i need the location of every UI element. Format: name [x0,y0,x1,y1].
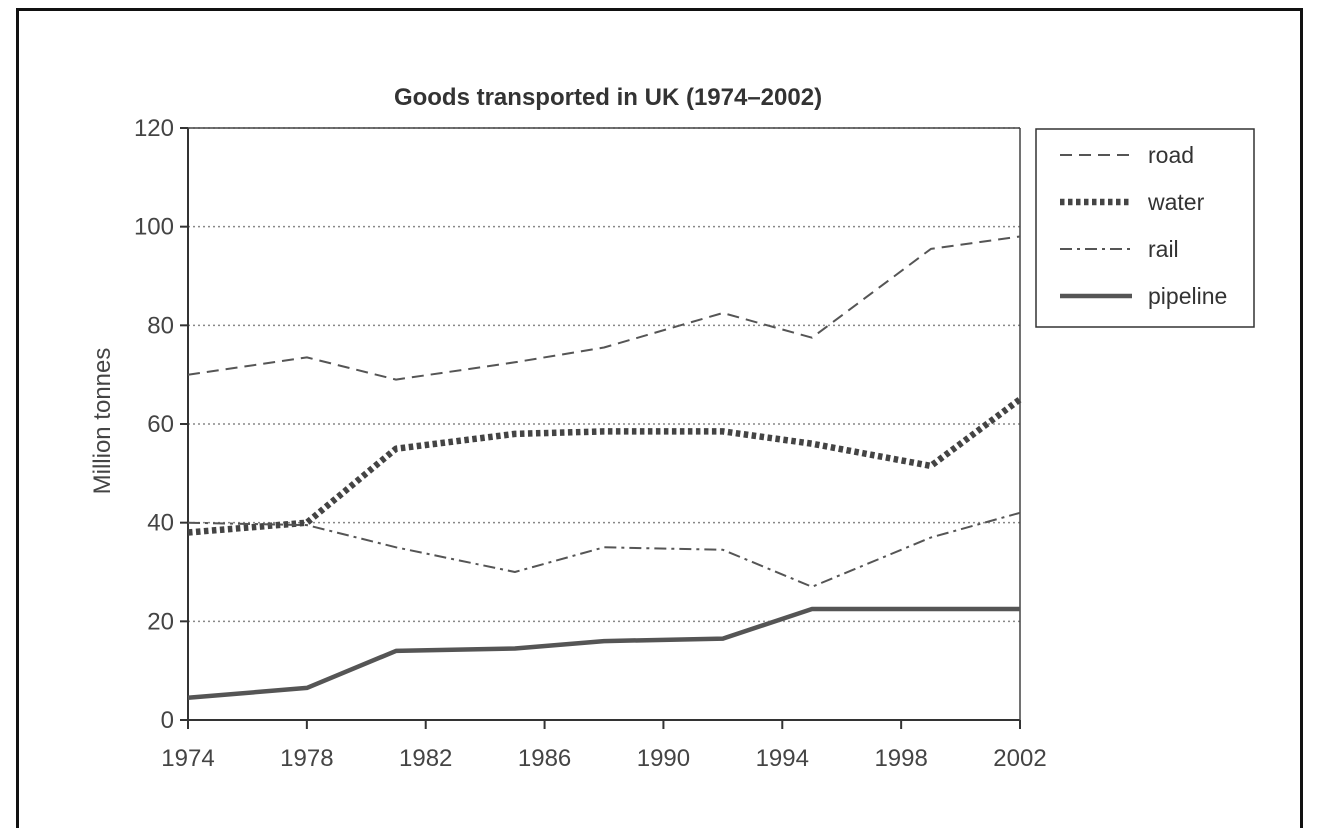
legend-label-pipeline: pipeline [1148,283,1227,309]
series-line-road [188,237,1020,380]
x-tick-label: 1998 [874,745,927,772]
x-tick-label: 1986 [518,745,571,772]
y-tick-label: 80 [147,312,174,339]
series-line-rail [188,513,1020,587]
series-line-pipeline [188,609,1020,698]
x-tick-label: 1990 [637,745,690,772]
legend-label-rail: rail [1148,236,1179,262]
x-tick-label: 1994 [756,745,809,772]
legend-label-road: road [1148,142,1194,168]
y-tick-label: 100 [134,214,174,241]
x-tick-label: 2002 [993,745,1046,772]
chart-title: Goods transported in UK (1974–2002) [394,84,822,111]
legend-label-water: water [1147,189,1205,215]
y-tick-label: 60 [147,411,174,438]
x-tick-label: 1974 [161,745,214,772]
y-tick-label: 120 [134,115,174,142]
x-tick-label: 1982 [399,745,452,772]
x-tick-label: 1978 [280,745,333,772]
y-axis-label: Million tonnes [89,348,116,495]
y-tick-label: 0 [161,707,174,734]
y-tick-label: 20 [147,608,174,635]
y-tick-label: 40 [147,510,174,537]
series-line-water [188,399,1020,532]
